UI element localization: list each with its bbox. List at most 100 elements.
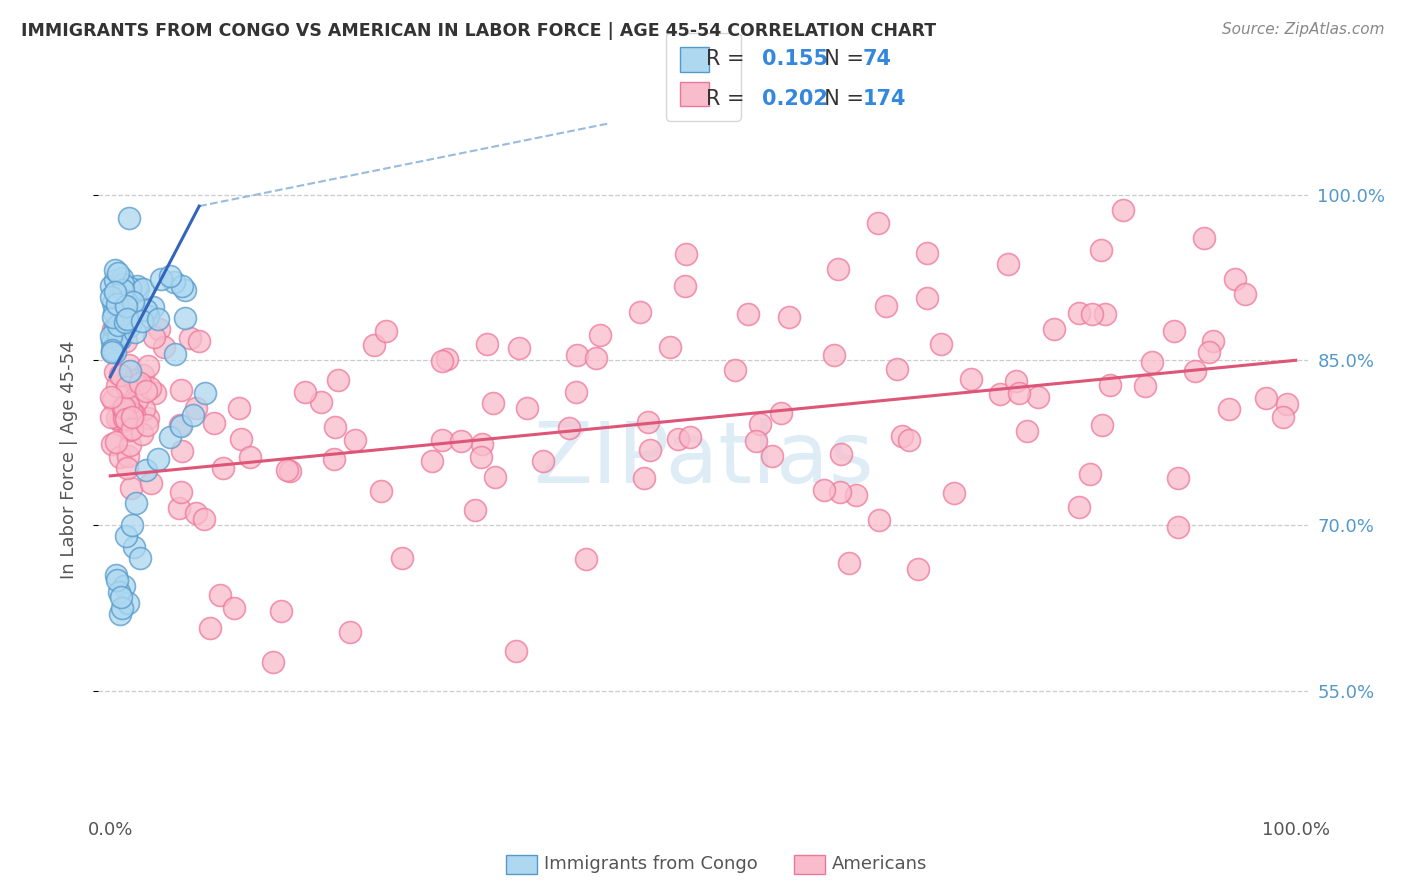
- Point: [101, 310, 124, 324]
- Point: [294, 385, 316, 400]
- Point: [1005, 374, 1028, 388]
- Point: [339, 625, 361, 640]
- Point: [142, 300, 165, 314]
- Point: [558, 421, 581, 435]
- Point: [375, 324, 398, 338]
- Point: [1015, 425, 1038, 439]
- Point: [146, 452, 169, 467]
- Point: [142, 330, 165, 344]
- Point: [125, 496, 148, 510]
- Point: [1202, 334, 1225, 348]
- Point: [830, 485, 852, 500]
- Point: [110, 331, 132, 345]
- Point: [103, 365, 125, 379]
- Point: [679, 430, 702, 444]
- Point: [163, 275, 186, 289]
- Point: [1234, 286, 1257, 301]
- Point: [117, 450, 139, 464]
- Text: 0.155: 0.155: [762, 49, 828, 69]
- Point: [103, 305, 125, 319]
- Point: [724, 363, 747, 377]
- Point: [101, 344, 124, 359]
- Point: [208, 588, 231, 602]
- Point: [326, 373, 349, 387]
- Point: [120, 401, 142, 416]
- Point: [838, 557, 860, 571]
- Point: [585, 351, 607, 365]
- Point: [508, 341, 530, 355]
- Point: [135, 303, 157, 318]
- Point: [174, 283, 197, 297]
- Point: [988, 386, 1011, 401]
- Point: [107, 266, 129, 280]
- Point: [122, 295, 145, 310]
- Point: [124, 326, 146, 340]
- Text: Immigrants from Congo: Immigrants from Congo: [544, 855, 758, 873]
- Y-axis label: In Labor Force | Age 45-54: In Labor Force | Age 45-54: [59, 340, 77, 579]
- Point: [100, 334, 122, 349]
- Point: [1277, 397, 1299, 411]
- Point: [943, 485, 966, 500]
- Point: [124, 373, 146, 387]
- Text: R =: R =: [706, 49, 751, 69]
- Point: [114, 294, 136, 309]
- Point: [436, 351, 458, 366]
- Point: [138, 310, 160, 324]
- Point: [198, 621, 221, 635]
- Point: [186, 401, 208, 415]
- Point: [105, 296, 128, 310]
- Point: [136, 359, 159, 373]
- Point: [101, 392, 124, 407]
- Point: [482, 396, 505, 410]
- Point: [159, 430, 181, 444]
- Point: [1080, 307, 1102, 321]
- Point: [430, 434, 453, 448]
- Point: [845, 488, 868, 502]
- Point: [132, 401, 155, 416]
- Point: [823, 348, 845, 362]
- Point: [105, 568, 128, 582]
- Point: [148, 311, 170, 326]
- Point: [471, 437, 494, 451]
- Point: [470, 450, 492, 464]
- Point: [673, 279, 696, 293]
- Point: [1163, 324, 1185, 338]
- Point: [118, 211, 141, 225]
- Point: [105, 410, 128, 425]
- Point: [173, 310, 195, 325]
- Point: [1198, 345, 1220, 359]
- Point: [172, 278, 194, 293]
- Point: [868, 513, 890, 527]
- Point: [143, 386, 166, 401]
- Point: [450, 434, 472, 449]
- Point: [830, 447, 852, 461]
- Point: [107, 309, 129, 323]
- Point: [112, 406, 135, 420]
- Point: [1090, 243, 1112, 257]
- Point: [107, 328, 129, 343]
- Point: [125, 279, 148, 293]
- Text: 0.202: 0.202: [762, 89, 828, 109]
- Point: [132, 282, 155, 296]
- Point: [117, 403, 139, 417]
- Point: [430, 354, 453, 368]
- Point: [575, 552, 598, 566]
- Point: [148, 322, 170, 336]
- Point: [139, 381, 162, 395]
- Point: [628, 305, 651, 319]
- Point: [391, 551, 413, 566]
- Point: [111, 271, 134, 285]
- Point: [122, 407, 145, 421]
- Point: [153, 340, 176, 354]
- Point: [1043, 322, 1066, 336]
- Point: [228, 401, 250, 416]
- Point: [1094, 307, 1116, 321]
- Point: [104, 273, 127, 287]
- Point: [484, 470, 506, 484]
- Point: [890, 429, 912, 443]
- Point: [117, 310, 139, 324]
- Point: [1008, 386, 1031, 401]
- Legend: , : ,: [665, 33, 741, 120]
- Point: [129, 551, 152, 566]
- Point: [114, 316, 136, 330]
